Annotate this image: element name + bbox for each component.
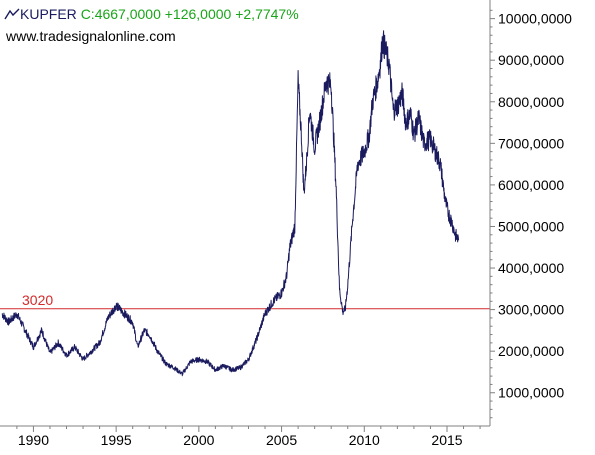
y-tick-label: 10000,0000 bbox=[498, 11, 572, 27]
chart-header: KUPFER C:4667,0000 +126,0000 +2,7747% bbox=[4, 6, 299, 22]
y-tick-label: 4000,0000 bbox=[498, 260, 564, 276]
y-tick-label: 9000,0000 bbox=[498, 52, 564, 68]
x-tick-label: 1990 bbox=[18, 432, 49, 448]
line-chart-icon bbox=[4, 8, 20, 20]
x-tick-label: 1995 bbox=[101, 432, 132, 448]
reference-line-label: 3020 bbox=[22, 292, 53, 308]
source-label: www.tradesignalonline.com bbox=[6, 28, 176, 44]
x-tick-label: 2015 bbox=[431, 432, 462, 448]
y-tick-label: 1000,0000 bbox=[498, 385, 564, 401]
y-tick-label: 2000,0000 bbox=[498, 343, 564, 359]
price-series-line bbox=[1, 30, 460, 377]
y-tick-label: 5000,0000 bbox=[498, 218, 564, 234]
y-tick-label: 7000,0000 bbox=[498, 135, 564, 151]
y-tick-label: 3000,0000 bbox=[498, 302, 564, 318]
x-tick-label: 2010 bbox=[349, 432, 380, 448]
x-tick-label: 2005 bbox=[266, 432, 297, 448]
x-tick-label: 2000 bbox=[183, 432, 214, 448]
plot-area: 3020 bbox=[0, 30, 490, 377]
price-quote: C:4667,0000 +126,0000 +2,7747% bbox=[80, 6, 299, 22]
y-tick-label: 8000,0000 bbox=[498, 94, 564, 110]
axes: 1000,0000 2000,0000 3000,0000 4000,0000 5000… bbox=[0, 0, 572, 448]
instrument-name: KUPFER bbox=[20, 6, 77, 22]
y-tick-label: 6000,0000 bbox=[498, 177, 564, 193]
